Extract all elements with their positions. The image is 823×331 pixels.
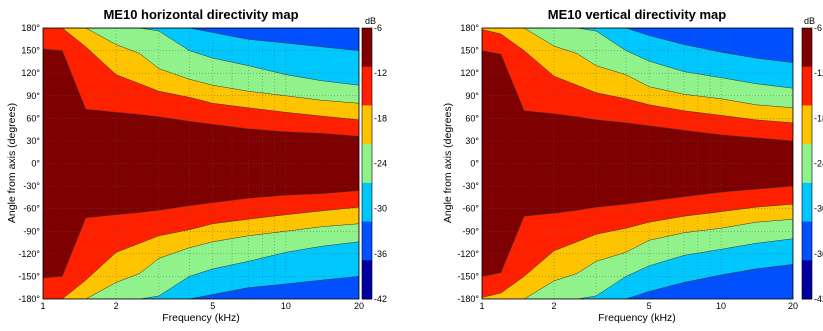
colorbar: dB -6-12-18-24-30-36-42 — [362, 16, 387, 304]
y-tick-label: 180° — [460, 23, 479, 33]
y-tick-label: 60° — [465, 113, 479, 123]
y-tick-label: 120° — [21, 68, 40, 78]
colorbar-tick-labels: -6 -12 -18 -24 -30 -36 -42 — [814, 23, 823, 304]
colorbar-tick-label: -6 — [814, 23, 822, 33]
y-tick-labels: 180° 150° 120° 90° 60° 30° 0° -30° -60° -90° -120°… — [18, 23, 40, 304]
y-tick-label: -180° — [457, 294, 479, 304]
y-tick-label: -60° — [462, 204, 479, 214]
colorbar-swatch — [362, 222, 372, 261]
y-tick-label: -30° — [462, 181, 479, 191]
x-tick-label: 2 — [114, 301, 119, 311]
y-tick-label: 60° — [26, 113, 40, 123]
vertical-directivity-chart: ME10 vertical directivity map 180°150°12… — [442, 7, 823, 324]
colorbar-swatch — [362, 183, 372, 222]
y-axis-label: Angle from axis (degrees) — [6, 103, 18, 223]
colorbar-tick-labels: -6 -12 -18 -24 -30 -36 -42 — [374, 23, 387, 304]
colorbar-tick-label: -18 — [814, 113, 823, 123]
y-tick-label: 0° — [470, 159, 479, 169]
y-tick-label: -150° — [457, 271, 479, 281]
colorbar-swatch — [362, 144, 372, 183]
y-tick-label: -120° — [18, 249, 40, 259]
y-tick-label: -60° — [23, 204, 40, 214]
horizontal-directivity-chart: ME10 horizontal directivity map 180°150°… — [6, 7, 387, 324]
y-tick-label: 30° — [465, 136, 479, 146]
x-tick-label: 10 — [281, 301, 291, 311]
chart-title: ME10 horizontal directivity map — [103, 7, 298, 22]
x-tick-label: 20 — [788, 301, 798, 311]
y-tick-label: 150° — [21, 46, 40, 56]
y-tick-label: -120° — [457, 249, 479, 259]
colorbar-tick-label: -12 — [374, 68, 387, 78]
y-tick-label: -90° — [23, 226, 40, 236]
colorbar-tick-label: -30 — [374, 204, 387, 214]
colorbar-tick-label: -42 — [814, 294, 823, 304]
colorbar-tick-label: -42 — [374, 294, 387, 304]
colorbar-swatch — [802, 144, 812, 183]
x-tick-label: 1 — [479, 301, 484, 311]
y-tick-label: 180° — [21, 23, 40, 33]
x-tick-label: 10 — [716, 301, 726, 311]
y-tick-label: -150° — [18, 271, 40, 281]
colorbar-swatch — [362, 260, 372, 299]
x-tick-labels: 1 2 5 10 20 — [40, 301, 364, 311]
y-tick-label: 90° — [465, 91, 479, 101]
x-tick-labels: 1 2 5 10 20 — [479, 301, 798, 311]
heatmap-area — [43, 28, 359, 299]
y-tick-label: -30° — [23, 181, 40, 191]
y-tick-label: 0° — [31, 159, 40, 169]
colorbar-swatch — [802, 183, 812, 222]
chart-title: ME10 vertical directivity map — [548, 7, 727, 22]
y-axis-label: Angle from axis (degrees) — [442, 103, 454, 223]
colorbar-tick-label: -24 — [374, 159, 387, 169]
colorbar-swatch — [362, 67, 372, 106]
colorbar-swatches — [362, 28, 372, 300]
colorbar-tick-label: -6 — [374, 23, 382, 33]
colorbar-swatches — [802, 28, 812, 300]
colorbar-swatch — [362, 28, 372, 67]
colorbar-swatch — [802, 28, 812, 67]
colorbar-swatch — [802, 67, 812, 106]
colorbar-tick-label: -12 — [814, 68, 823, 78]
y-tick-label: -180° — [18, 294, 40, 304]
colorbar-swatch — [802, 105, 812, 144]
x-tick-label: 1 — [40, 301, 45, 311]
colorbar-tick-label: -36 — [814, 249, 823, 259]
x-tick-label: 5 — [647, 301, 652, 311]
y-tick-label: 120° — [460, 68, 479, 78]
colorbar-swatch — [362, 105, 372, 144]
colorbar-swatch — [802, 260, 812, 299]
x-tick-label: 5 — [210, 301, 215, 311]
x-axis-label: Frequency (kHz) — [598, 312, 676, 324]
colorbar-swatch — [802, 222, 812, 261]
colorbar-tick-label: -18 — [374, 113, 387, 123]
y-tick-label: 30° — [26, 136, 40, 146]
x-tick-label: 20 — [354, 301, 364, 311]
colorbar-tick-label: -30 — [814, 204, 823, 214]
x-axis-label: Frequency (kHz) — [162, 312, 240, 324]
x-tick-label: 2 — [551, 301, 556, 311]
y-tick-label: 150° — [460, 46, 479, 56]
colorbar-tick-label: -36 — [374, 249, 387, 259]
colorbar: dB -6-12-18-24-30-36-42 — [802, 16, 823, 304]
y-tick-label: 90° — [26, 91, 40, 101]
y-tick-labels: 180° 150° 120° 90° 60° 30° 0° -30° -60° -90° -120°… — [457, 23, 479, 304]
y-tick-label: -90° — [462, 226, 479, 236]
heatmap-area — [482, 28, 793, 299]
colorbar-tick-label: -24 — [814, 159, 823, 169]
